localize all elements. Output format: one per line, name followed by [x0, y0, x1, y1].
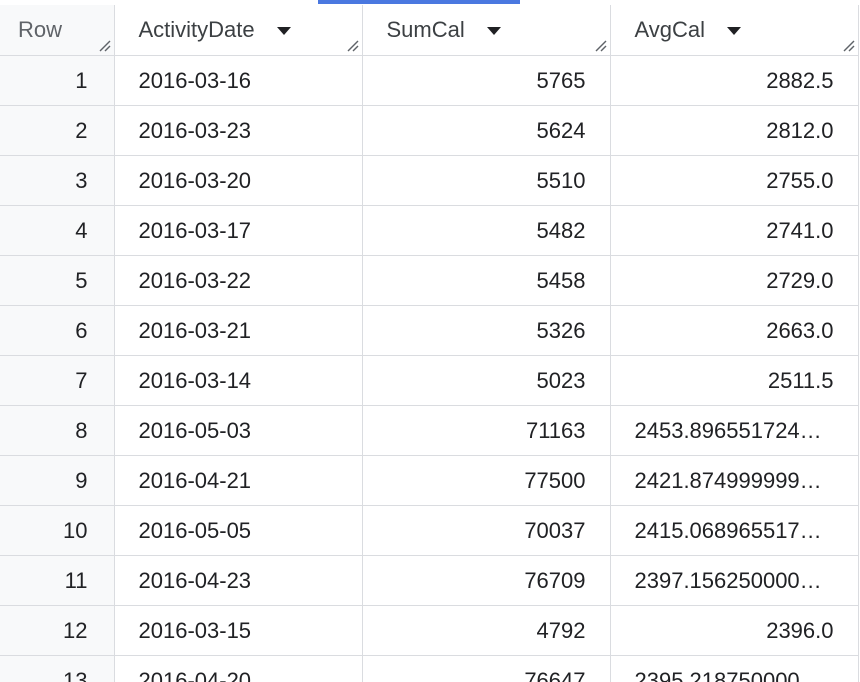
sumcal-cell[interactable]: 76647	[362, 655, 611, 682]
avgcal-cell[interactable]: 2421.874999999…	[610, 455, 859, 506]
sumcal-cell[interactable]: 4792	[362, 605, 611, 656]
sumcal-cell[interactable]: 5326	[362, 305, 611, 356]
row-number-cell: 2	[0, 105, 115, 156]
activitydate-cell[interactable]: 2016-03-20	[114, 155, 363, 206]
activitydate-cell[interactable]: 2016-04-21	[114, 455, 363, 506]
sort-dropdown-icon[interactable]	[486, 27, 501, 35]
avgcal-cell[interactable]: 2741.0	[610, 205, 859, 256]
activitydate-cell[interactable]: 2016-03-16	[114, 55, 363, 106]
table-row: 1 2016-03-16 5765 2882.5	[0, 55, 859, 106]
table-row: 7 2016-03-14 5023 2511.5	[0, 355, 859, 406]
column-resize-icon[interactable]	[345, 38, 359, 52]
column-header-activitydate[interactable]: ActivityDate	[114, 5, 363, 56]
row-number-cell: 10	[0, 505, 115, 556]
row-number-cell: 3	[0, 155, 115, 206]
sumcal-cell[interactable]: 5023	[362, 355, 611, 406]
table-row: 11 2016-04-23 76709 2397.156250000…	[0, 555, 859, 606]
sumcal-cell[interactable]: 71163	[362, 405, 611, 456]
row-number-cell: 9	[0, 455, 115, 506]
row-number-cell: 11	[0, 555, 115, 606]
avgcal-cell[interactable]: 2397.156250000…	[610, 555, 859, 606]
sumcal-cell[interactable]: 5510	[362, 155, 611, 206]
avgcal-cell[interactable]: 2729.0	[610, 255, 859, 306]
column-header-sumcal[interactable]: SumCal	[362, 5, 611, 56]
column-header-avgcal[interactable]: AvgCal	[610, 5, 859, 56]
row-number-cell: 12	[0, 605, 115, 656]
avgcal-cell[interactable]: 2663.0	[610, 305, 859, 356]
avgcal-cell[interactable]: 2511.5	[610, 355, 859, 406]
row-number-cell: 4	[0, 205, 115, 256]
avgcal-cell[interactable]: 2453.896551724…	[610, 405, 859, 456]
sumcal-cell[interactable]: 77500	[362, 455, 611, 506]
sumcal-cell[interactable]: 70037	[362, 505, 611, 556]
avgcal-cell[interactable]: 2812.0	[610, 105, 859, 156]
table-row: 6 2016-03-21 5326 2663.0	[0, 305, 859, 356]
query-results-table: Row ActivityDate SumCal AvgCal	[0, 5, 859, 682]
sort-dropdown-icon[interactable]	[727, 27, 742, 35]
avgcal-cell[interactable]: 2755.0	[610, 155, 859, 206]
row-number-cell: 1	[0, 55, 115, 106]
row-number-cell: 8	[0, 405, 115, 456]
column-resize-icon[interactable]	[593, 38, 607, 52]
sort-dropdown-icon[interactable]	[276, 27, 291, 35]
column-resize-icon[interactable]	[97, 38, 111, 52]
row-number-cell: 13	[0, 655, 115, 682]
row-number-cell: 7	[0, 355, 115, 406]
table-row: 9 2016-04-21 77500 2421.874999999…	[0, 455, 859, 506]
table-row: 12 2016-03-15 4792 2396.0	[0, 605, 859, 656]
activitydate-cell[interactable]: 2016-04-20	[114, 655, 363, 682]
activitydate-cell[interactable]: 2016-05-03	[114, 405, 363, 456]
sumcal-cell[interactable]: 5765	[362, 55, 611, 106]
avgcal-cell[interactable]: 2882.5	[610, 55, 859, 106]
column-header-label: SumCal	[386, 17, 465, 42]
avgcal-cell[interactable]: 2396.0	[610, 605, 859, 656]
activitydate-cell[interactable]: 2016-04-23	[114, 555, 363, 606]
table-row: 2 2016-03-23 5624 2812.0	[0, 105, 859, 156]
activitydate-cell[interactable]: 2016-03-17	[114, 205, 363, 256]
activitydate-cell[interactable]: 2016-03-14	[114, 355, 363, 406]
table-row: 4 2016-03-17 5482 2741.0	[0, 205, 859, 256]
row-number-cell: 5	[0, 255, 115, 306]
table-row: 13 2016-04-20 76647 2395.218750000…	[0, 655, 859, 682]
column-header-label: AvgCal	[634, 17, 706, 42]
table-row: 3 2016-03-20 5510 2755.0	[0, 155, 859, 206]
row-number-cell: 6	[0, 305, 115, 356]
activitydate-cell[interactable]: 2016-03-22	[114, 255, 363, 306]
table-row: 8 2016-05-03 71163 2453.896551724…	[0, 405, 859, 456]
column-header-label: ActivityDate	[138, 17, 255, 42]
table-row: 5 2016-03-22 5458 2729.0	[0, 255, 859, 306]
column-resize-icon[interactable]	[841, 38, 855, 52]
sumcal-cell[interactable]: 5482	[362, 205, 611, 256]
table-row: 10 2016-05-05 70037 2415.068965517…	[0, 505, 859, 556]
activitydate-cell[interactable]: 2016-03-15	[114, 605, 363, 656]
avgcal-cell[interactable]: 2395.218750000…	[610, 655, 859, 682]
sumcal-cell[interactable]: 5624	[362, 105, 611, 156]
sumcal-cell[interactable]: 76709	[362, 555, 611, 606]
column-header-label: Row	[18, 17, 63, 42]
avgcal-cell[interactable]: 2415.068965517…	[610, 505, 859, 556]
column-header-row: Row	[0, 5, 115, 56]
header-row: Row ActivityDate SumCal AvgCal	[0, 5, 859, 56]
sumcal-cell[interactable]: 5458	[362, 255, 611, 306]
activitydate-cell[interactable]: 2016-03-21	[114, 305, 363, 356]
active-tab-indicator	[318, 0, 520, 4]
activitydate-cell[interactable]: 2016-05-05	[114, 505, 363, 556]
activitydate-cell[interactable]: 2016-03-23	[114, 105, 363, 156]
